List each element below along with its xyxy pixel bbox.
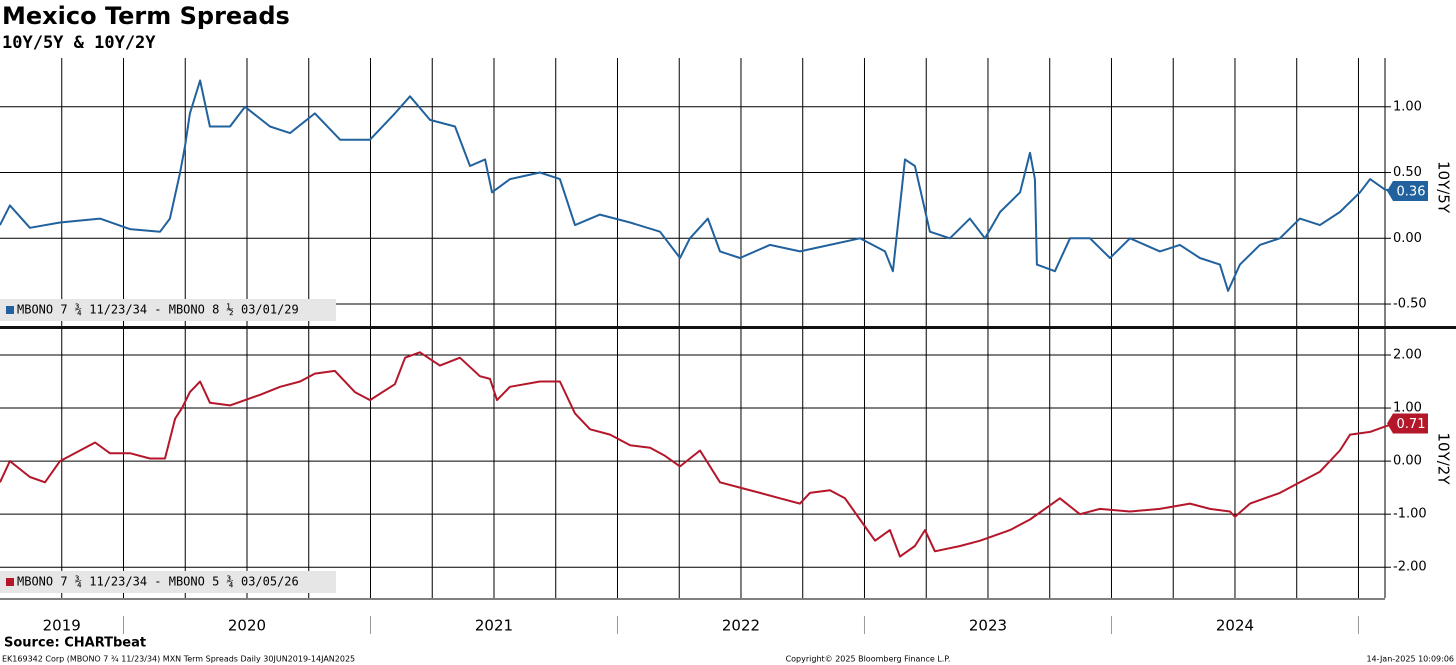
legend-swatch bbox=[6, 578, 14, 586]
source: Source: CHARTbeat bbox=[4, 636, 146, 651]
title: Mexico Term Spreads bbox=[2, 2, 290, 30]
x-tick-label: 2024 bbox=[1216, 617, 1254, 635]
current-value-badge bbox=[1387, 413, 1428, 434]
legend-label: MBONO 7 ¾ 11/23/34 - MBONO 5 ¾ 03/05/26 bbox=[17, 575, 299, 589]
legend-swatch bbox=[6, 306, 14, 314]
y-tick-label: 0.00 bbox=[1393, 231, 1422, 246]
y-tick-label: -0.50 bbox=[1393, 297, 1427, 312]
legend-box bbox=[0, 299, 336, 321]
x-tick-label: 2020 bbox=[228, 617, 266, 635]
footer-center: Copyright© 2025 Bloomberg Finance L.P. bbox=[786, 655, 951, 664]
y-axis-title: 10Y/2Y bbox=[1435, 432, 1453, 485]
y-tick-label: 0.00 bbox=[1393, 454, 1422, 469]
y-tick-label: 0.50 bbox=[1393, 165, 1422, 180]
x-tick-label: 2019 bbox=[43, 617, 81, 635]
y-tick-label: 1.00 bbox=[1393, 99, 1422, 114]
legend-box bbox=[0, 571, 336, 593]
y-tick-label: 1.00 bbox=[1393, 401, 1422, 416]
y-axis-title: 10Y/5Y bbox=[1435, 161, 1453, 214]
y-tick-label: 2.00 bbox=[1393, 347, 1422, 362]
y-tick-label: -2.00 bbox=[1393, 560, 1427, 575]
y-tick-label: -1.00 bbox=[1393, 507, 1427, 522]
x-tick-label: 2021 bbox=[475, 617, 513, 635]
current-value-badge bbox=[1387, 180, 1428, 201]
legend-label: MBONO 7 ¾ 11/23/34 - MBONO 8 ½ 03/01/29 bbox=[17, 303, 299, 317]
footer-left: EK169342 Corp (MBONO 7 ¾ 11/23/34) MXN T… bbox=[2, 655, 355, 664]
current-value-label: 0.36 bbox=[1397, 184, 1426, 199]
series-line bbox=[0, 351, 1396, 558]
panel-separator bbox=[0, 326, 1456, 329]
subtitle: 10Y/5Y & 10Y/2Y bbox=[2, 33, 156, 53]
x-tick-label: 2022 bbox=[722, 617, 760, 635]
current-value-label: 0.71 bbox=[1397, 417, 1426, 432]
series-line bbox=[0, 79, 1396, 292]
x-tick-label: 2023 bbox=[969, 617, 1007, 635]
footer-right: 14-Jan-2025 10:09:06 bbox=[1366, 655, 1454, 664]
